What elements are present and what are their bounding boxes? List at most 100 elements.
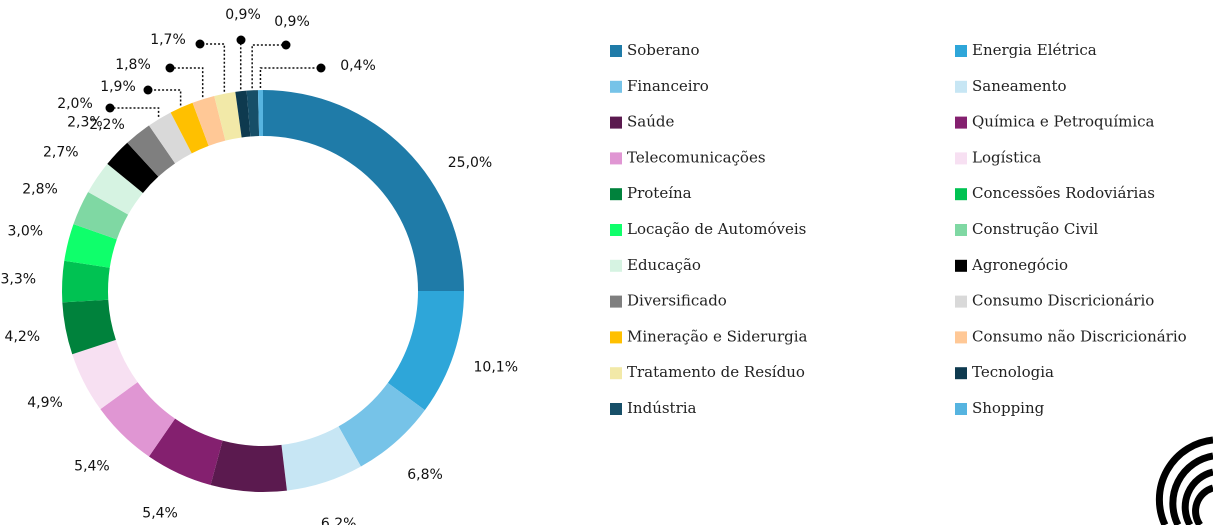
donut-slice — [387, 291, 464, 411]
donut-slice — [100, 382, 176, 457]
data-label: 2,2% — [89, 117, 125, 133]
data-label: 5,4% — [142, 505, 178, 521]
leader-line — [148, 89, 182, 106]
legend-swatch — [610, 367, 622, 380]
legend-label: Construção Civil — [972, 220, 1098, 238]
legend-label: Educação — [627, 256, 701, 274]
leader-dot — [236, 35, 246, 45]
legend-swatch — [610, 259, 622, 272]
donut-slice — [72, 339, 138, 410]
donut-slice — [107, 142, 159, 193]
legend-swatch — [610, 188, 622, 201]
legend-label: Proteína — [627, 184, 692, 202]
donut-slice — [263, 90, 464, 291]
legend-swatch — [955, 80, 967, 93]
data-label: 2,3% — [67, 115, 103, 131]
legend-swatch — [610, 45, 622, 57]
donut-slice — [62, 260, 110, 303]
legend-swatch — [955, 367, 967, 380]
data-label: 2,0% — [57, 96, 93, 112]
legend-label: Logística — [972, 148, 1041, 166]
legend-swatch — [955, 403, 967, 415]
legend-swatch — [955, 295, 967, 308]
legend-swatch — [955, 116, 967, 129]
legend-label: Soberano — [627, 41, 700, 59]
legend-swatch — [955, 45, 967, 57]
legend-label: Agronegócio — [971, 256, 1068, 274]
donut-slice — [148, 418, 223, 486]
data-label: 10,1% — [474, 359, 518, 375]
leader-line — [251, 44, 286, 89]
logo — [1155, 436, 1213, 525]
legend-swatch — [610, 331, 622, 344]
leader-line — [170, 67, 204, 98]
donut-slice — [64, 224, 117, 268]
data-label: 4,9% — [27, 395, 63, 411]
legend-swatch — [610, 152, 622, 165]
leader-dot — [165, 63, 175, 73]
data-label: 3,3% — [0, 271, 36, 287]
leader-dot — [105, 103, 115, 113]
legend-label: Consumo Discricionário — [972, 292, 1154, 310]
donut-slice — [170, 102, 209, 154]
leader-dot — [281, 40, 291, 50]
legend-swatch — [955, 331, 967, 344]
legend-label: Diversificado — [627, 292, 727, 310]
leader-line — [200, 43, 226, 92]
data-label: 1,9% — [100, 79, 136, 95]
donut-slice — [73, 191, 129, 240]
legend-label: Tratamento de Resíduo — [627, 363, 805, 381]
legend-swatch — [955, 152, 967, 165]
data-label: 6,2% — [321, 516, 357, 525]
legend-swatch — [610, 80, 622, 93]
donut-slice — [148, 112, 192, 164]
legend-label: Mineração e Siderurgia — [627, 327, 808, 345]
data-label: 2,7% — [43, 145, 79, 161]
data-label: 25,0% — [448, 155, 492, 171]
legend-label: Energia Elétrica — [972, 41, 1097, 59]
data-label: 2,8% — [22, 181, 58, 197]
legend-label: Financeiro — [627, 77, 709, 95]
donut-slice — [62, 299, 116, 355]
donut-slice — [235, 90, 251, 138]
data-label: 0,9% — [225, 7, 261, 23]
donut-slice — [214, 91, 242, 141]
legend-swatch — [610, 116, 622, 129]
data-label: 1,7% — [150, 32, 186, 48]
legend-swatch — [955, 188, 967, 201]
data-label: 0,9% — [274, 14, 310, 30]
data-label: 5,4% — [74, 458, 110, 474]
data-label: 6,8% — [407, 467, 443, 483]
data-label: 0,4% — [340, 58, 376, 74]
donut-slice — [210, 440, 287, 492]
legend-swatch — [610, 403, 622, 415]
legend-label: Telecomunicações — [627, 148, 766, 166]
leader-dot — [316, 63, 326, 73]
legend-swatch — [610, 295, 622, 308]
legend-label: Saúde — [627, 113, 674, 131]
legend-swatch — [610, 224, 622, 236]
donut-slice — [257, 90, 263, 137]
legend-label: Indústria — [627, 399, 697, 417]
leader-dot — [143, 85, 153, 95]
legend-label: Locação de Automóveis — [627, 220, 806, 238]
legend-label: Consumo não Discricionário — [972, 327, 1187, 345]
donut-slice — [192, 96, 226, 146]
legend-label: Saneamento — [972, 77, 1067, 95]
data-label: 3,0% — [8, 224, 44, 240]
donut-slice — [127, 125, 176, 177]
donut-slice — [281, 426, 361, 491]
donut-slice — [338, 382, 425, 467]
legend-swatch — [955, 224, 967, 236]
legend-label: Shopping — [972, 399, 1045, 417]
leader-line — [259, 67, 321, 89]
leader-line — [110, 107, 160, 117]
legend-label: Concessões Rodoviárias — [972, 184, 1155, 202]
donut-slice — [88, 163, 143, 215]
data-label: 4,2% — [5, 329, 41, 345]
legend-label: Química e Petroquímica — [972, 113, 1155, 131]
donut-slice — [246, 90, 260, 137]
leader-dot — [195, 39, 205, 49]
data-label: 1,8% — [115, 57, 151, 73]
